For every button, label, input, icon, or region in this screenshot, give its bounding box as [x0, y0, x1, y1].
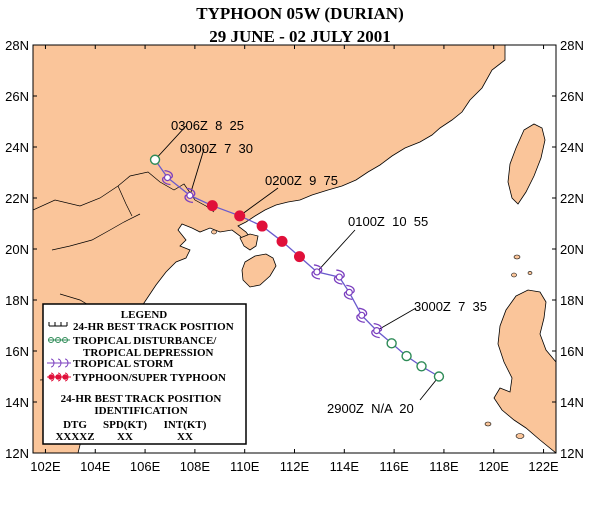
lat-label-left: 22N [5, 191, 29, 206]
ty-marker [276, 235, 288, 247]
ts-marker [184, 187, 196, 204]
storm-track-markers [149, 154, 445, 382]
lon-label: 122E [528, 459, 559, 474]
small-islands [211, 229, 533, 439]
td-marker [433, 371, 445, 382]
td-marker [416, 361, 427, 372]
legend-col-int: INT(KT) [164, 419, 207, 431]
annotation-leader-lines [154, 125, 440, 401]
lon-label: 104E [80, 459, 111, 474]
legend-col-spd: SPD(KT) [103, 419, 147, 431]
typhoon-symbol [47, 372, 71, 382]
annotation-0300z: 0300Z 7 30 [180, 141, 253, 156]
lat-label-left: 26N [5, 89, 29, 104]
lat-label-right: 22N [560, 191, 584, 206]
ts-marker [333, 269, 345, 285]
ts-marker [356, 307, 368, 323]
lon-label: 116E [379, 459, 409, 474]
ty-marker [234, 210, 246, 222]
lon-label: 106E [130, 459, 161, 474]
legend-ident-line1: 24-HR BEST TRACK POSITION [61, 393, 222, 405]
tropical-disturbance-symbol [48, 337, 70, 343]
lat-label-left: 16N [5, 344, 29, 359]
ts-marker [343, 284, 355, 300]
legend-box: LEGEND 24-HR BEST TRACK POSITION TROPICA… [42, 303, 247, 445]
lon-label: 112E [280, 459, 310, 474]
leader-line [189, 148, 205, 196]
lat-label-right: 24N [560, 140, 584, 155]
leader-line [154, 125, 187, 161]
td-marker [401, 350, 412, 362]
ty-marker [293, 251, 305, 263]
lat-label-left: 12N [5, 446, 29, 461]
lat-label-right: 28N [560, 38, 584, 53]
lon-label: 118E [429, 459, 459, 474]
hainan-island [241, 253, 277, 288]
taiwan-island [507, 123, 546, 205]
td-marker [386, 338, 397, 349]
legend-col-dtg: DTG [63, 419, 87, 431]
annotation-0100z: 0100Z 10 55 [348, 214, 428, 229]
lon-label: 114E [330, 459, 360, 474]
lat-label-right: 16N [560, 344, 584, 359]
best-track-symbol [48, 322, 68, 327]
leader-line [376, 307, 417, 331]
ty-marker [256, 220, 268, 232]
lat-label-left: 28N [5, 38, 29, 53]
leader-line [239, 187, 279, 217]
grid-ticks [33, 45, 556, 453]
lon-label: 108E [180, 459, 211, 474]
td-marker [149, 154, 161, 165]
map-frame [32, 44, 557, 454]
legend-val-int: XX [177, 431, 193, 443]
luzon-island [493, 289, 556, 453]
legend-item-ty: TYPHOON/SUPER TYPHOON [73, 372, 226, 384]
ty-marker [206, 200, 218, 212]
lat-label-left: 14N [5, 395, 29, 410]
lat-label-right: 18N [560, 293, 584, 308]
annotation-3000z: 3000Z 7 35 [414, 299, 487, 314]
map-title-line1: TYPHOON 05W (DURIAN) [196, 4, 404, 23]
annotation-0306z: 0306Z 8 25 [171, 118, 244, 133]
lon-label: 102E [30, 459, 61, 474]
legend-item-best-track: 24-HR BEST TRACK POSITION [73, 321, 234, 333]
lat-label-left: 18N [5, 293, 29, 308]
latitude-labels-right: 28N 26N 24N 22N 20N 18N 16N 14N 12N [560, 38, 584, 461]
legend-item-ts: TROPICAL STORM [73, 358, 174, 370]
legend-item-td-line1: TROPICAL DISTURBANCE/ [73, 335, 217, 347]
lat-label-left: 24N [5, 140, 29, 155]
legend-val-dtg: XXXXZ [55, 431, 94, 443]
ts-marker [371, 322, 383, 339]
legend-item-td-line2: TROPICAL DEPRESSION [83, 347, 214, 359]
map-title-line2: 29 JUNE - 02 JULY 2001 [209, 27, 391, 46]
lat-label-right: 20N [560, 242, 584, 257]
annotation-0200z: 0200Z 9 75 [265, 173, 338, 188]
legend-ident-line2: IDENTIFICATION [94, 405, 187, 417]
longitude-labels-bottom: 102E 104E 106E 108E 110E 112E 114E 116E 118E 120E… [30, 459, 559, 474]
lon-label: 110E [230, 459, 260, 474]
leizhou-peninsula [239, 233, 259, 251]
legend-title: LEGEND [121, 309, 168, 321]
ts-marker [311, 264, 323, 280]
lat-label-right: 12N [560, 446, 584, 461]
lat-label-right: 14N [560, 395, 584, 410]
lon-label: 120E [479, 459, 510, 474]
lat-label-left: 20N [5, 242, 29, 257]
legend-val-spd: XX [117, 431, 133, 443]
lat-label-right: 26N [560, 89, 584, 104]
latitude-labels-left: 28N 26N 24N 22N 20N 18N 16N 14N 12N [5, 38, 29, 461]
ts-marker [161, 169, 173, 186]
annotation-2900z: 2900Z N/A 20 [327, 401, 414, 416]
leader-line [316, 229, 356, 273]
tropical-storm-symbol [47, 358, 71, 368]
